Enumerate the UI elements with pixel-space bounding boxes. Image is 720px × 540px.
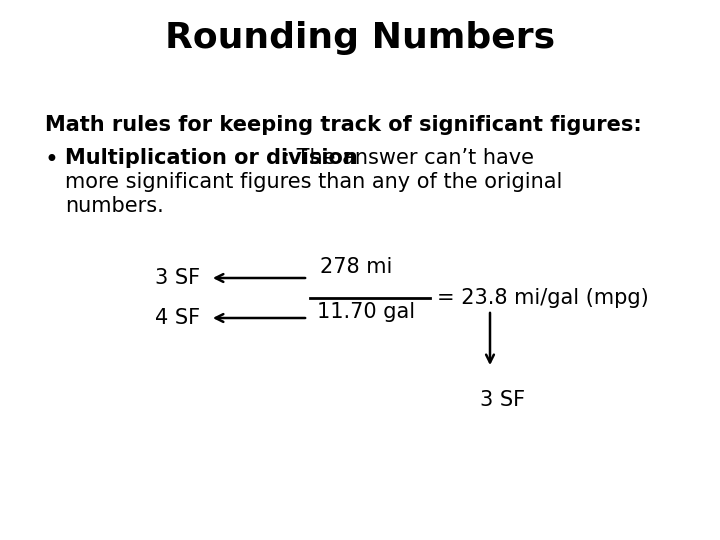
- Text: Multiplication or division: Multiplication or division: [65, 148, 358, 168]
- Text: 278 mi: 278 mi: [320, 257, 392, 277]
- Text: 4 SF: 4 SF: [155, 308, 200, 328]
- Text: •: •: [45, 148, 59, 172]
- Text: 11.70 gal: 11.70 gal: [317, 302, 415, 322]
- Text: Rounding Numbers: Rounding Numbers: [165, 21, 555, 55]
- Text: Math rules for keeping track of significant figures:: Math rules for keeping track of signific…: [45, 115, 642, 135]
- Text: 3 SF: 3 SF: [480, 390, 525, 410]
- Text: more significant figures than any of the original: more significant figures than any of the…: [65, 172, 562, 192]
- Text: numbers.: numbers.: [65, 196, 163, 216]
- Text: 3 SF: 3 SF: [155, 268, 200, 288]
- Text: : The answer can’t have: : The answer can’t have: [283, 148, 534, 168]
- Text: = 23.8 mi/gal (mpg): = 23.8 mi/gal (mpg): [437, 288, 649, 308]
